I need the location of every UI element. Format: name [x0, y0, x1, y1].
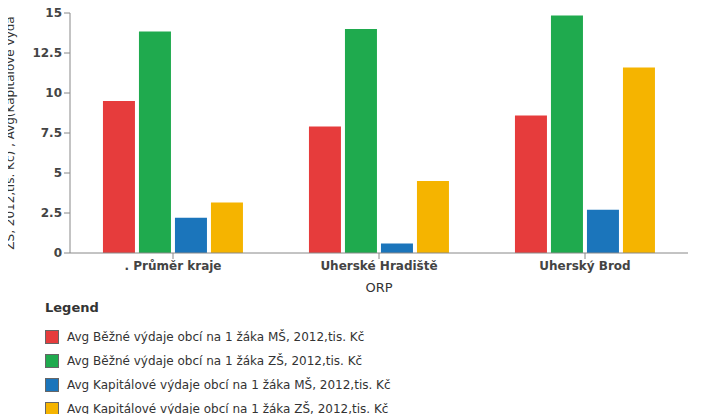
svg-text:ZŠ, 2012,tis. Kč) , Avg(Kapitá: ZŠ, 2012,tis. Kč) , Avg(Kapitálové výda [8, 16, 17, 249]
svg-text:5: 5 [54, 166, 62, 180]
svg-text:15: 15 [45, 8, 62, 20]
svg-text:2.5: 2.5 [41, 206, 62, 220]
svg-text:Uherské Hradiště: Uherské Hradiště [320, 259, 437, 273]
svg-text:12.5: 12.5 [32, 46, 62, 60]
svg-text:10: 10 [45, 86, 62, 100]
svg-text:7.5: 7.5 [41, 126, 62, 140]
svg-text:. Průměr kraje: . Průměr kraje [125, 259, 222, 273]
svg-text:ORP: ORP [365, 280, 392, 295]
html-text:Avg Kapitálové výdaje obcí na: Avg Kapitálové výdaje obcí na 1 žáka MŠ,… [67, 378, 391, 392]
svg-text:Uherský Brod: Uherský Brod [539, 259, 630, 273]
svg-text:0: 0 [54, 246, 62, 260]
html-text:Legend: Legend [45, 300, 99, 315]
html-text:Avg Běžné výdaje obcí na 1 žák: Avg Běžné výdaje obcí na 1 žáka MŠ, 2012… [67, 330, 365, 344]
html-text:Avg Běžné výdaje obcí na 1 žák: Avg Běžné výdaje obcí na 1 žáka ZŠ, 2012… [67, 354, 363, 368]
